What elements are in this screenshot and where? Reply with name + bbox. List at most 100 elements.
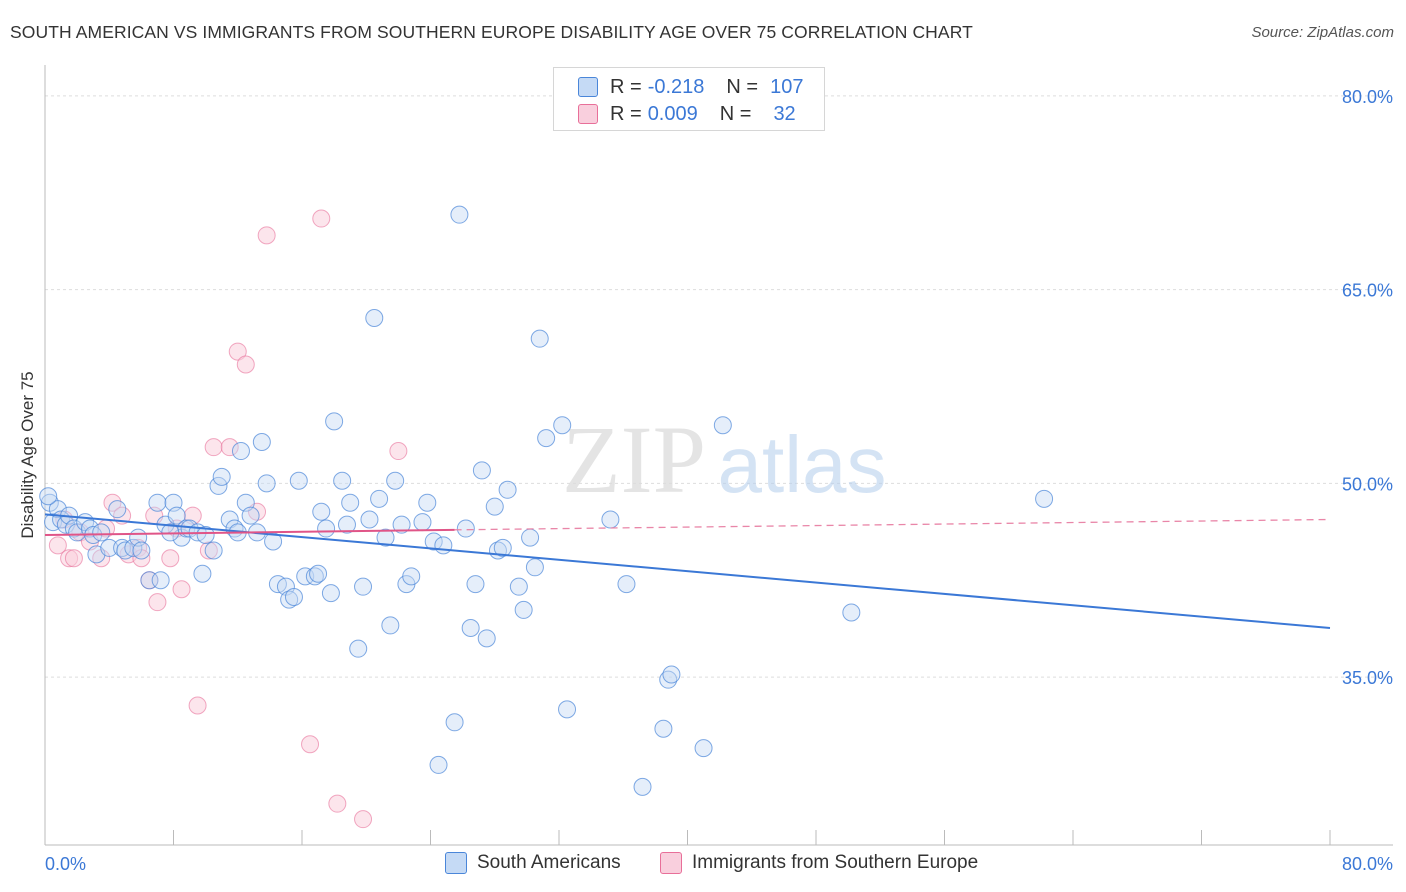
data-point-immigrants	[199, 541, 218, 560]
data-point-immigrants	[312, 209, 331, 228]
data-point-south-americans	[386, 471, 405, 490]
data-point-south-americans	[842, 603, 861, 622]
data-point-south-americans	[485, 497, 504, 516]
data-point-south-americans	[525, 558, 544, 577]
data-point-south-americans	[280, 590, 299, 609]
y-tick-label: 35.0%	[1342, 668, 1393, 688]
data-point-south-americans	[521, 528, 540, 547]
data-point-south-americans	[212, 467, 231, 486]
data-point-south-americans	[1035, 489, 1054, 508]
x-tick-labels: 0.0% 80.0%	[45, 854, 1393, 874]
data-point-south-americans	[365, 309, 384, 327]
data-point-south-americans	[309, 564, 328, 583]
watermark-zip: ZIP	[562, 406, 706, 513]
data-point-south-americans	[167, 506, 186, 525]
data-point-south-americans	[461, 619, 480, 637]
r-value: 0.009	[647, 102, 698, 125]
data-point-south-americans	[341, 493, 360, 512]
data-point-south-americans	[257, 474, 276, 493]
data-point-south-americans	[312, 502, 331, 521]
data-point-south-americans	[305, 567, 324, 586]
data-point-south-americans	[530, 329, 549, 348]
data-point-south-americans	[450, 205, 469, 224]
legend-item-immigrants[interactable]: Immigrants from Southern Europe	[660, 852, 978, 874]
data-point-immigrants	[220, 438, 239, 457]
y-tick-label: 80.0%	[1342, 87, 1393, 107]
data-point-immigrants	[161, 549, 180, 568]
r-label: R =	[610, 102, 642, 125]
n-value: 32	[773, 102, 796, 125]
y-axis-title: Disability Age Over 75	[18, 371, 37, 539]
data-point-south-americans	[349, 639, 368, 658]
data-point-south-americans	[514, 600, 533, 619]
data-point-immigrants	[148, 593, 167, 612]
data-point-immigrants	[389, 442, 408, 461]
data-point-south-americans	[424, 532, 443, 551]
data-point-south-americans	[370, 489, 389, 508]
data-point-south-americans	[132, 541, 151, 560]
data-point-south-americans	[509, 577, 528, 596]
n-label: N =	[726, 75, 759, 98]
data-point-immigrants	[236, 355, 255, 374]
trend-lines	[44, 513, 1331, 629]
blue-swatch	[445, 852, 467, 874]
data-point-south-americans	[558, 700, 577, 719]
grid-lines	[45, 95, 1393, 678]
data-point-south-americans	[498, 480, 517, 499]
data-point-south-americans	[333, 471, 352, 490]
data-point-south-americans	[360, 510, 379, 529]
n-value: 107	[770, 75, 804, 98]
data-point-south-americans	[434, 536, 453, 555]
data-point-south-americans	[317, 519, 336, 538]
data-point-south-americans	[429, 755, 448, 774]
x-tick-label-max: 80.0%	[1342, 854, 1393, 874]
legend-label: South Americans	[477, 852, 621, 873]
data-point-immigrants	[328, 794, 347, 813]
data-point-south-americans	[472, 461, 491, 480]
data-point-immigrants	[204, 438, 223, 457]
watermark-atlas: atlas	[718, 420, 887, 509]
trend-line-immigrants	[44, 528, 455, 536]
data-point-south-americans	[659, 670, 678, 689]
data-point-south-americans	[466, 575, 485, 594]
data-point-south-americans	[337, 515, 356, 534]
pink-swatch	[578, 104, 598, 124]
r-label: R =	[610, 75, 642, 98]
data-point-south-americans	[694, 739, 713, 758]
data-point-immigrants	[188, 696, 207, 715]
n-label: N =	[719, 102, 752, 125]
data-point-south-americans	[445, 713, 464, 732]
data-point-south-americans	[100, 538, 119, 557]
y-tick-label: 65.0%	[1342, 281, 1393, 301]
x-tick-label-min: 0.0%	[45, 854, 86, 874]
data-point-south-americans	[713, 416, 732, 435]
data-point-immigrants	[172, 580, 191, 599]
data-point-south-americans	[553, 416, 572, 435]
data-point-south-americans	[413, 513, 432, 532]
data-point-south-americans	[601, 510, 620, 529]
series-legend: South Americans Immigrants from Southern…	[0, 852, 1406, 878]
trend-line-south-americans	[44, 513, 1331, 629]
chart-title: SOUTH AMERICAN VS IMMIGRANTS FROM SOUTHE…	[10, 22, 973, 42]
data-point-south-americans	[148, 493, 167, 512]
data-point-south-americans	[654, 719, 673, 738]
data-point-south-americans	[376, 528, 395, 547]
legend-item-south-americans[interactable]: South Americans	[445, 852, 621, 874]
data-point-south-americans	[456, 519, 475, 538]
data-point-south-americans	[48, 500, 67, 519]
trend-line-immigrants-extension	[454, 518, 1331, 531]
blue-swatch	[578, 77, 598, 97]
data-point-south-americans	[92, 523, 111, 542]
data-point-immigrants	[301, 735, 320, 754]
data-point-south-americans	[289, 471, 308, 490]
r-value: -0.218	[647, 75, 705, 98]
series-south-americans	[39, 205, 1054, 796]
data-point-south-americans	[231, 442, 250, 461]
correlation-legend: R = -0.218 N = 107 R = 0.009 N = 32	[553, 67, 825, 131]
data-point-south-americans	[402, 567, 421, 586]
data-point-immigrants	[48, 536, 67, 555]
data-point-south-americans	[617, 575, 636, 594]
y-tick-labels: 35.0% 50.0% 65.0% 80.0%	[1342, 87, 1393, 688]
data-point-south-americans	[321, 584, 340, 603]
data-point-south-americans	[633, 777, 652, 796]
